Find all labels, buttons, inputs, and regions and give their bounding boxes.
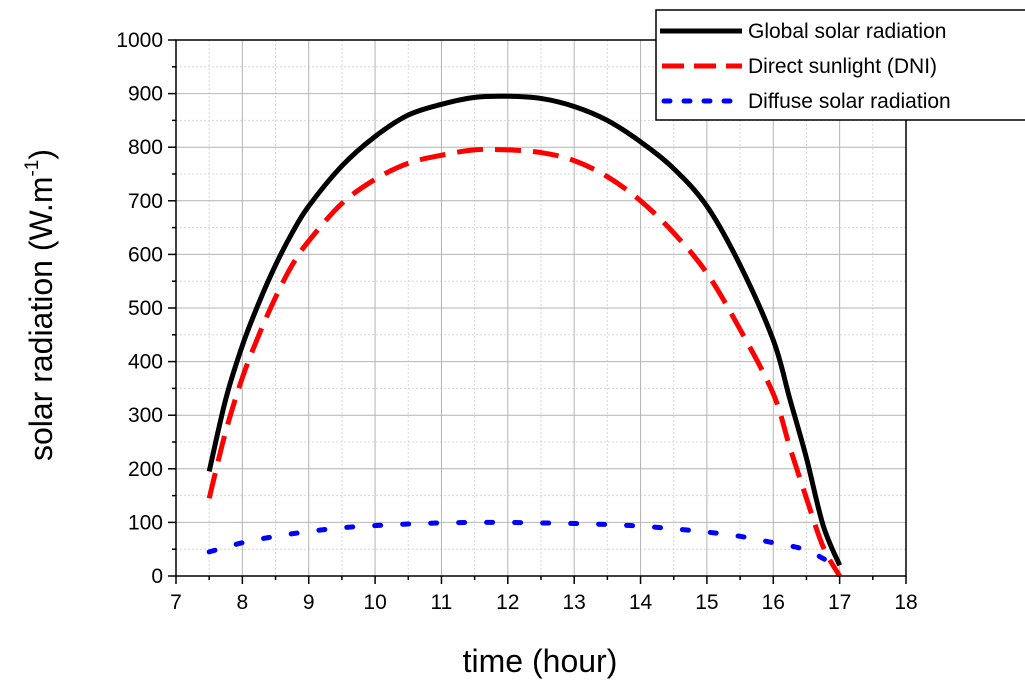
y-tick-label: 600 xyxy=(128,243,163,266)
x-tick-label: 8 xyxy=(237,591,249,614)
x-tick-label: 11 xyxy=(431,591,453,614)
x-tick-label: 14 xyxy=(629,591,653,614)
series-line-global xyxy=(206,93,842,567)
x-tick-labels: 7 8 9 10 11 12 13 14 15 16 17 18 xyxy=(170,591,918,614)
y-axis-title-main: solar radiation (W.m xyxy=(23,177,59,462)
series-line-diffuse xyxy=(206,519,843,571)
legend-label-diffuse: Diffuse solar radiation xyxy=(748,90,951,113)
legend-box xyxy=(655,9,1025,121)
y-tick-label: 800 xyxy=(128,136,163,159)
y-tick-label: 900 xyxy=(128,83,163,106)
x-tick-label: 9 xyxy=(303,591,315,614)
y-tick-label: 100 xyxy=(128,511,163,534)
x-tick-label: 15 xyxy=(695,591,718,614)
y-tick-label: 0 xyxy=(151,565,163,588)
y-axis-title-superscript: -1 xyxy=(22,160,43,177)
y-tick-label: 200 xyxy=(128,458,163,481)
x-axis-title: time (hour) xyxy=(463,643,618,679)
x-tick-label: 18 xyxy=(894,591,917,614)
y-axis-title: solar radiation (W.m-1) xyxy=(22,149,59,461)
x-tick-label: 10 xyxy=(363,591,386,614)
y-tick-label: 1000 xyxy=(116,29,163,52)
x-tick-label: 17 xyxy=(828,591,851,614)
y-tick-label: 300 xyxy=(128,404,163,427)
series-layer xyxy=(206,93,843,578)
legend-label-dni: Direct sunlight (DNI) xyxy=(748,55,937,78)
legend-label-global: Global solar radiation xyxy=(748,20,946,43)
y-tick-label: 700 xyxy=(128,190,163,213)
y-tick-labels: 0 100 200 300 400 500 600 700 800 900 1000 xyxy=(116,29,163,588)
x-tick-label: 13 xyxy=(563,591,586,614)
series-line-dni xyxy=(206,146,842,578)
y-tick-label: 500 xyxy=(128,297,163,320)
x-tick-label: 12 xyxy=(496,591,519,614)
x-tick-label: 16 xyxy=(762,591,785,614)
x-tick-label: 7 xyxy=(170,591,182,614)
y-axis-title-close: ) xyxy=(23,149,59,160)
legend: Global solar radiation Direct sunlight (… xyxy=(655,9,1025,121)
y-tick-label: 400 xyxy=(128,351,163,374)
axis-ticks xyxy=(168,39,907,584)
